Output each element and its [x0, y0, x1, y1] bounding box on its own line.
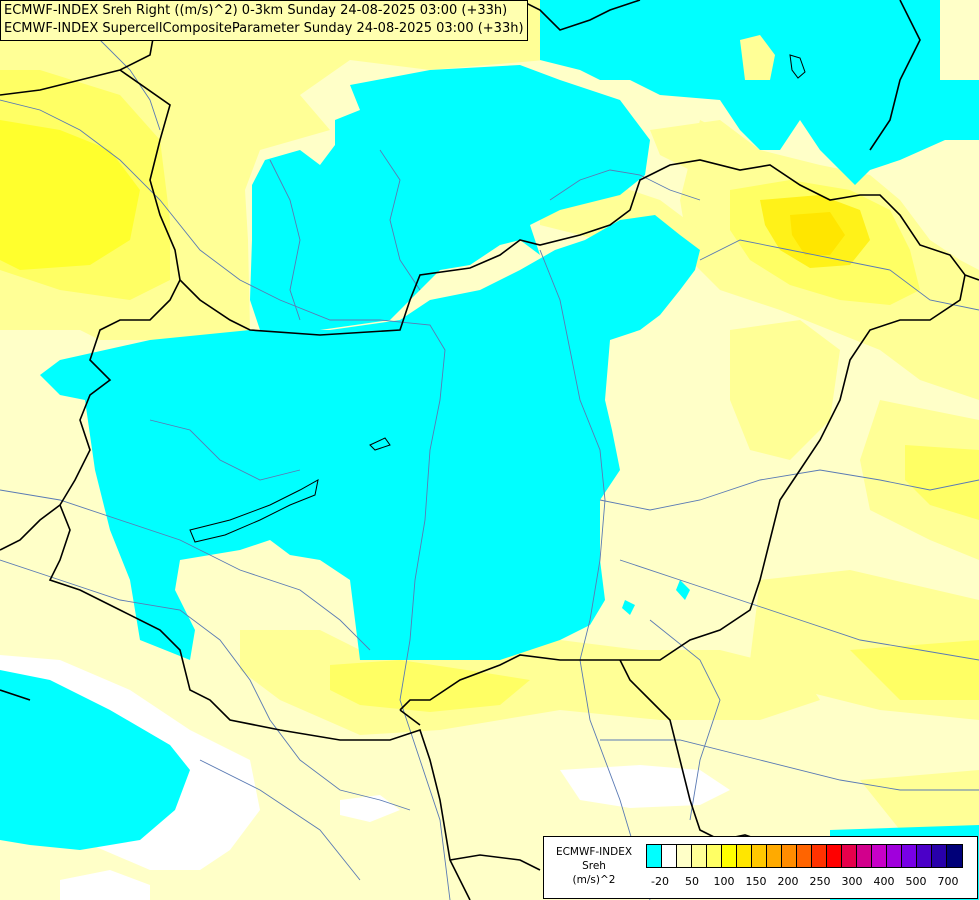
legend-swatch — [677, 845, 692, 867]
legend-tick-label: 100 — [713, 875, 735, 888]
rivers — [0, 39, 979, 900]
legend-swatch — [662, 845, 677, 867]
legend-swatch — [707, 845, 722, 867]
legend-swatch — [827, 845, 842, 867]
legend-tick-label: 400 — [873, 875, 895, 888]
legend-label: ECMWF-INDEX Sreh (m/s)^2 — [546, 845, 642, 887]
legend-swatch — [872, 845, 887, 867]
legend-tick-label: 200 — [777, 875, 799, 888]
color-legend: ECMWF-INDEX Sreh (m/s)^2 -20 50 100 150 200 2… — [543, 836, 978, 899]
legend-tick-label: 300 — [841, 875, 863, 888]
legend-swatch — [902, 845, 917, 867]
legend-swatch — [857, 845, 872, 867]
legend-swatch — [692, 845, 707, 867]
yellow-zones — [0, 0, 979, 830]
legend-tick-label: 250 — [809, 875, 831, 888]
legend-swatch — [752, 845, 767, 867]
legend-swatch — [797, 845, 812, 867]
map-title-line2: ECMWF-INDEX SupercellCompositeParameter … — [4, 21, 524, 36]
legend-tick-label: 150 — [745, 875, 767, 888]
legend-swatch — [842, 845, 857, 867]
legend-swatch — [812, 845, 827, 867]
legend-swatch — [782, 845, 797, 867]
map-title-line1: ECMWF-INDEX Sreh Right ((m/s)^2) 0-3km S… — [4, 3, 508, 18]
legend-swatch — [767, 845, 782, 867]
legend-tick-label: -20 — [651, 875, 669, 888]
lakes — [189, 54, 806, 543]
legend-tick-label: 700 — [937, 875, 959, 888]
legend-swatch — [647, 845, 662, 867]
legend-tick-label: 50 — [685, 875, 699, 888]
legend-swatch — [947, 845, 962, 867]
legend-label-unit: (m/s)^2 — [572, 874, 616, 886]
legend-swatches — [646, 844, 963, 868]
legend-label-model: ECMWF-INDEX — [555, 846, 633, 858]
legend-swatch — [722, 845, 737, 867]
legend-label-param: Sreh — [582, 860, 606, 872]
legend-swatch — [917, 845, 932, 867]
legend-tick-label: 500 — [905, 875, 927, 888]
legend-swatch — [737, 845, 752, 867]
map-title-box: ECMWF-INDEX Sreh Right ((m/s)^2) 0-3km S… — [0, 0, 528, 41]
legend-swatch — [932, 845, 947, 867]
legend-swatch — [887, 845, 902, 867]
